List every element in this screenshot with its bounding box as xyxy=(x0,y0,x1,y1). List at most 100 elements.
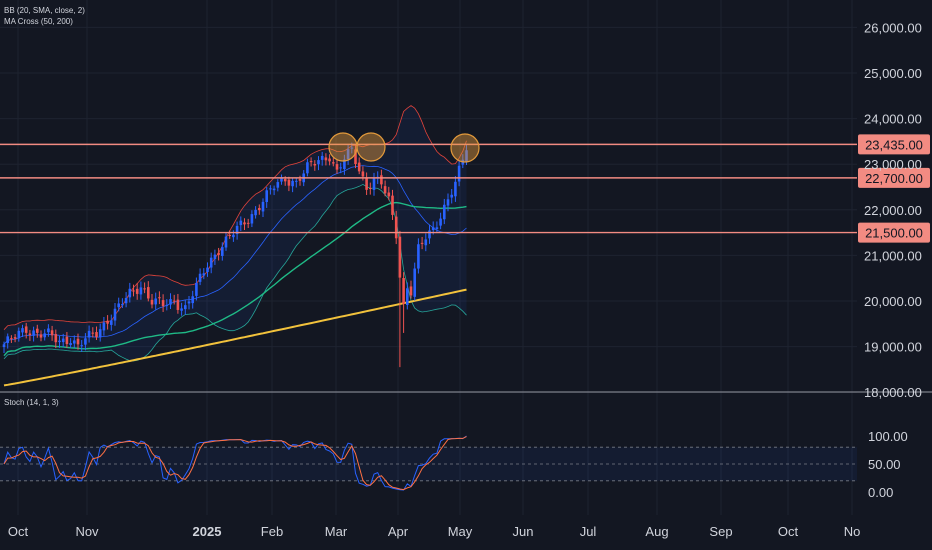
candle-body xyxy=(110,320,113,325)
candle-body xyxy=(235,225,239,235)
price-tick-label: 25,000.00 xyxy=(864,66,922,81)
candle-body xyxy=(124,297,128,304)
candle-body xyxy=(187,301,191,304)
time-tick-label: No xyxy=(844,524,861,539)
candle-body xyxy=(54,334,58,343)
candle-body xyxy=(406,288,409,306)
candle-body xyxy=(439,218,442,226)
time-tick-label: Sep xyxy=(709,524,732,539)
price-tag-text: 23,435.00 xyxy=(865,137,923,152)
candle-body xyxy=(454,181,457,197)
candle-body xyxy=(198,273,202,282)
candle-body xyxy=(420,242,424,244)
candle-body xyxy=(287,179,291,186)
candle-body xyxy=(17,330,21,339)
time-tick-label: Mar xyxy=(325,524,348,539)
candle-body xyxy=(202,273,206,276)
candle-body xyxy=(324,157,328,161)
axes: 26,000.00 25,000.00 24,000.00 23,000.00 22,0… xyxy=(8,20,922,539)
top-highlights xyxy=(328,132,480,163)
stoch-d-line xyxy=(3,436,467,491)
candle-body xyxy=(195,282,198,296)
top-highlight-circle xyxy=(356,132,386,162)
time-tick-label: May xyxy=(448,524,473,539)
candle-body xyxy=(147,287,150,299)
price-tick-label: 20,000.00 xyxy=(864,294,922,309)
candle-body xyxy=(213,254,217,260)
candle-body xyxy=(121,304,124,306)
moving-averages xyxy=(3,201,467,387)
time-tick-label: Apr xyxy=(388,524,409,539)
candle-body xyxy=(180,308,183,311)
time-tick-label: Feb xyxy=(261,524,283,539)
candle-body xyxy=(61,338,65,343)
bb-middle-line xyxy=(3,165,467,345)
candle-body xyxy=(47,328,50,333)
candle-body xyxy=(357,162,361,172)
candle-body xyxy=(354,149,357,165)
candle-body xyxy=(39,334,43,338)
time-tick-label: Jul xyxy=(580,524,597,539)
candle-body xyxy=(117,303,120,308)
candle-body xyxy=(69,343,72,345)
price-tick-label: 19,000.00 xyxy=(864,340,922,355)
candle-body xyxy=(313,163,317,166)
candle-body xyxy=(435,227,439,229)
candle-body xyxy=(228,235,231,237)
price-tag-text: 22,700.00 xyxy=(865,171,923,186)
candle-body xyxy=(206,267,209,272)
candle-body xyxy=(221,247,224,256)
candle-body xyxy=(283,178,287,182)
bb-indicator-label[interactable]: BB (20, SMA, close, 2) xyxy=(4,6,85,15)
candle-body xyxy=(280,177,283,182)
candle-body xyxy=(239,220,243,226)
candle-body xyxy=(339,167,342,169)
candle-body xyxy=(276,182,280,188)
candle-body xyxy=(261,201,265,212)
candle-body xyxy=(106,320,109,324)
stoch-indicator-label[interactable]: Stoch (14, 1, 3) xyxy=(4,398,59,407)
candle-body xyxy=(394,216,398,239)
candle-body xyxy=(243,222,246,225)
candle-body xyxy=(132,290,135,292)
candle-body xyxy=(398,236,402,278)
candle-body xyxy=(209,257,213,268)
price-tick-label: 24,000.00 xyxy=(864,112,922,127)
candle-body xyxy=(10,338,13,340)
candle-body xyxy=(80,345,83,347)
ma-indicator-label[interactable]: MA Cross (50, 200) xyxy=(4,17,73,26)
time-tick-label: Jun xyxy=(513,524,534,539)
candle-body xyxy=(365,177,368,190)
candle-body xyxy=(372,178,376,190)
candle-body xyxy=(76,338,80,345)
price-tick-label: 26,000.00 xyxy=(864,20,922,35)
resistance-levels: 23,435.00 22,700.00 21,500.00 xyxy=(0,134,930,243)
candle-body xyxy=(328,158,331,162)
candle-body xyxy=(13,337,17,339)
candle-body xyxy=(298,179,302,181)
stoch-tick-label: 50.00 xyxy=(868,457,901,472)
candle-body xyxy=(184,305,187,310)
candle-body xyxy=(335,164,339,170)
candle-body xyxy=(91,332,95,334)
candle-body xyxy=(361,171,365,177)
price-tag xyxy=(858,222,930,243)
candle-body xyxy=(424,239,428,246)
candle-body xyxy=(317,160,320,165)
candle-body xyxy=(272,188,276,191)
time-tick-label: Aug xyxy=(645,524,668,539)
ma50-line xyxy=(3,201,467,357)
candle-body xyxy=(217,252,220,255)
candle-body xyxy=(113,308,117,321)
candle-body xyxy=(250,214,254,224)
candle-body xyxy=(446,199,450,206)
candle-body xyxy=(158,297,161,299)
candle-body xyxy=(402,278,405,304)
candle-body xyxy=(443,204,446,220)
candle-body xyxy=(24,326,28,333)
candle-body xyxy=(306,162,309,174)
price-tick-label: 21,000.00 xyxy=(864,248,922,263)
candle-body xyxy=(128,288,132,298)
candle-body xyxy=(65,336,69,345)
